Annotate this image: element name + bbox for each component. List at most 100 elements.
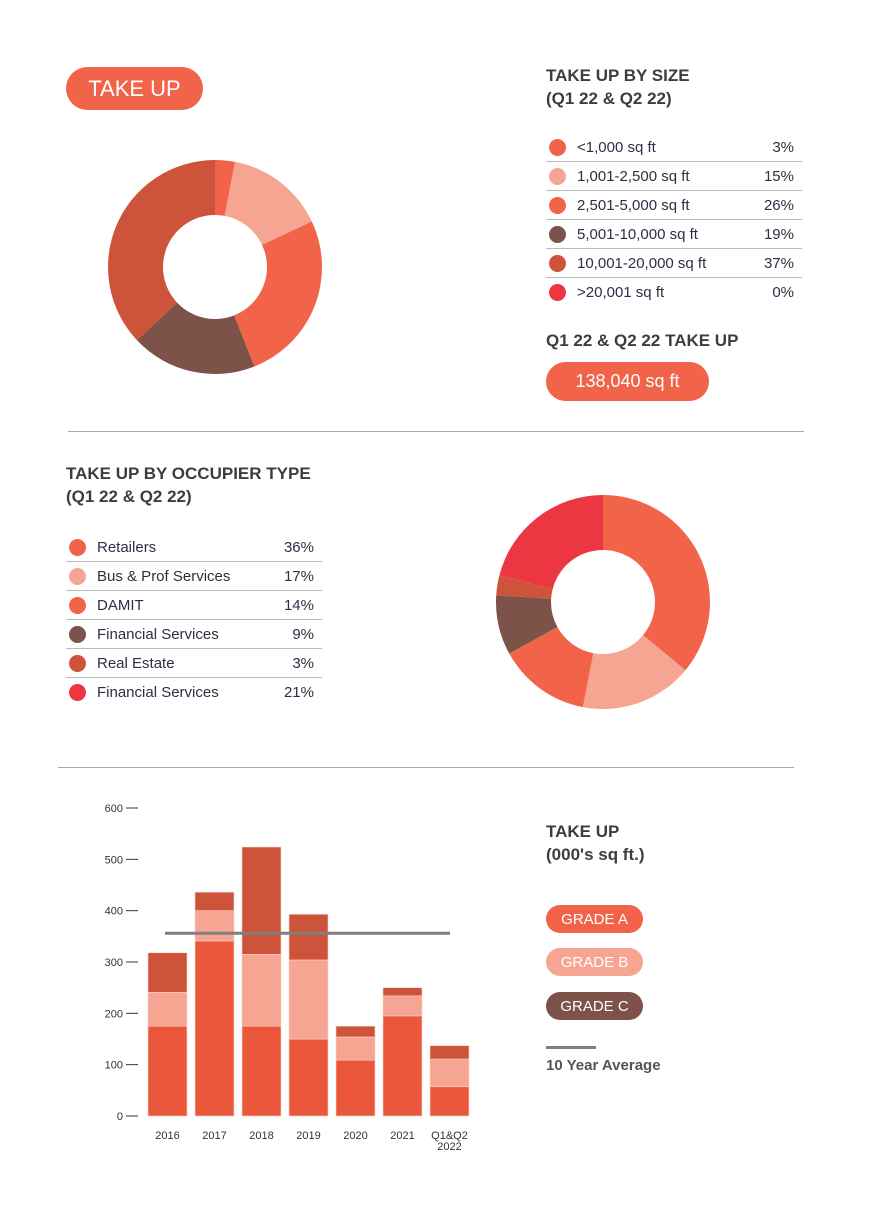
bar-segment-grade-a <box>241 1025 282 1117</box>
legend-average-line <box>546 1046 596 1049</box>
legend-label: DAMIT <box>97 596 144 614</box>
legend-dot-icon <box>549 225 566 243</box>
bar-segment-grade-b <box>241 954 282 1027</box>
legend-dot-icon <box>549 167 566 185</box>
legend-value: 3% <box>292 654 314 672</box>
bar-chart-title: TAKE UP (000's sq ft.) <box>546 820 645 866</box>
legend-dot-icon <box>549 254 566 272</box>
legend-value: 14% <box>283 596 314 614</box>
size-title-line2: (Q1 22 & Q2 22) <box>546 89 672 108</box>
legend-row: 2,501-5,000 sq ft 26% <box>546 191 802 220</box>
y-tick-label: 0 <box>117 1111 123 1123</box>
legend-dot-icon <box>69 654 86 672</box>
legend-label: 10,001-20,000 sq ft <box>577 254 707 272</box>
legend-row: 5,001-10,000 sq ft 19% <box>546 220 802 249</box>
divider <box>68 431 804 432</box>
occupier-donut-chart <box>496 495 710 709</box>
legend-label: <1,000 sq ft <box>577 138 656 156</box>
legend-row: Financial Services 21% <box>66 678 322 706</box>
total-value-badge: 138,040 sq ft <box>546 362 709 401</box>
donut-slice <box>215 160 236 216</box>
divider <box>58 767 794 768</box>
legend-dot-icon <box>69 625 86 643</box>
y-tick-label: 500 <box>105 854 123 866</box>
take-up-bar-chart: 0 100 200 300 400 500 600 2016 2017 2018 2019 2020 2… <box>105 803 470 1153</box>
x-tick-label: Q1&Q2 2022 <box>431 1130 468 1153</box>
legend-label: Financial Services <box>97 683 219 701</box>
bar-segment-grade-b <box>147 991 188 1027</box>
legend-row: DAMIT 14% <box>66 591 322 620</box>
bar-segment-grade-a <box>194 940 235 1117</box>
legend-value: 37% <box>763 254 794 272</box>
legend-dot-icon <box>69 596 86 614</box>
bar-segment-grade-a <box>288 1038 329 1117</box>
legend-value: 3% <box>772 138 794 156</box>
bar-chart-subtitle: (000's sq ft.) <box>546 845 645 864</box>
donut-slice <box>603 495 710 671</box>
legend-value: 15% <box>763 167 794 185</box>
legend-value: 9% <box>292 625 314 643</box>
occupier-title-line2: (Q1 22 & Q2 22) <box>66 487 192 506</box>
occupier-title-line1: TAKE UP BY OCCUPIER TYPE <box>66 464 311 483</box>
bar-segment-grade-b <box>382 995 423 1017</box>
bar-segment-grade-c <box>335 1025 376 1038</box>
bar-segment-grade-c <box>429 1045 470 1060</box>
legend-value: 19% <box>763 225 794 243</box>
legend-grade-b: GRADE B <box>546 948 643 976</box>
y-tick-label: 100 <box>105 1060 123 1072</box>
size-donut-chart <box>108 160 322 374</box>
x-tick-label: 2016 <box>155 1130 179 1142</box>
bar-segment-grade-b <box>194 910 235 942</box>
legend-label: 2,501-5,000 sq ft <box>577 196 690 214</box>
legend-label: Financial Services <box>97 625 219 643</box>
bar-segment-grade-a <box>429 1086 470 1117</box>
legend-dot-icon <box>549 138 566 156</box>
y-tick-label: 600 <box>105 803 123 815</box>
legend-label: 5,001-10,000 sq ft <box>577 225 698 243</box>
legend-row: Financial Services 9% <box>66 620 322 649</box>
legend-label: >20,001 sq ft <box>577 283 665 301</box>
size-title: TAKE UP BY SIZE (Q1 22 & Q2 22) <box>546 64 690 110</box>
x-tick-label: 2018 <box>249 1130 273 1142</box>
occupier-legend: Retailers 36% Bus & Prof Services 17% DAMIT 1… <box>66 533 322 706</box>
bar-segment-grade-b <box>335 1036 376 1061</box>
legend-value: 0% <box>772 283 794 301</box>
legend-value: 21% <box>283 683 314 701</box>
legend-row: 10,001-20,000 sq ft 37% <box>546 249 802 278</box>
legend-grade-a: GRADE A <box>546 905 643 933</box>
legend-label: 1,001-2,500 sq ft <box>577 167 690 185</box>
bar-segment-grade-a <box>147 1025 188 1117</box>
legend-value: 17% <box>283 567 314 585</box>
occupier-title: TAKE UP BY OCCUPIER TYPE (Q1 22 & Q2 22) <box>66 462 311 508</box>
y-tick-label: 400 <box>105 906 123 918</box>
legend-row: Real Estate 3% <box>66 649 322 678</box>
legend-label: Bus & Prof Services <box>97 567 231 585</box>
legend-row: <1,000 sq ft 3% <box>546 133 802 162</box>
bar-segment-grade-a <box>335 1059 376 1117</box>
x-tick-label: 2019 <box>296 1130 320 1142</box>
x-tick-label: 2020 <box>343 1130 367 1142</box>
total-title: Q1 22 & Q2 22 TAKE UP <box>546 331 739 350</box>
y-tick-label: 300 <box>105 957 123 969</box>
bar-segment-grade-c <box>288 913 329 961</box>
legend-label: Retailers <box>97 538 157 556</box>
donut-slice <box>509 627 594 708</box>
take-up-badge: TAKE UP <box>66 67 203 110</box>
legend-dot-icon <box>69 567 86 585</box>
x-tick-label: 2017 <box>202 1130 226 1142</box>
legend-value: 26% <box>763 196 794 214</box>
bar-segment-grade-c <box>382 987 423 997</box>
donut-slice <box>234 221 322 367</box>
legend-grade-c: GRADE C <box>546 992 643 1020</box>
donut-slice <box>137 302 255 374</box>
bar-chart-title-line1: TAKE UP <box>546 822 620 841</box>
donut-slice <box>582 635 686 709</box>
x-tick-label: 2021 <box>390 1130 414 1142</box>
size-legend: <1,000 sq ft 3% 1,001-2,500 sq ft 15% 2,501-… <box>546 133 802 306</box>
donut-slice <box>496 575 553 599</box>
legend-dot-icon <box>69 538 86 556</box>
legend-value: 36% <box>283 538 314 556</box>
legend-dot-icon <box>549 196 566 214</box>
legend-dot-icon <box>69 683 86 701</box>
